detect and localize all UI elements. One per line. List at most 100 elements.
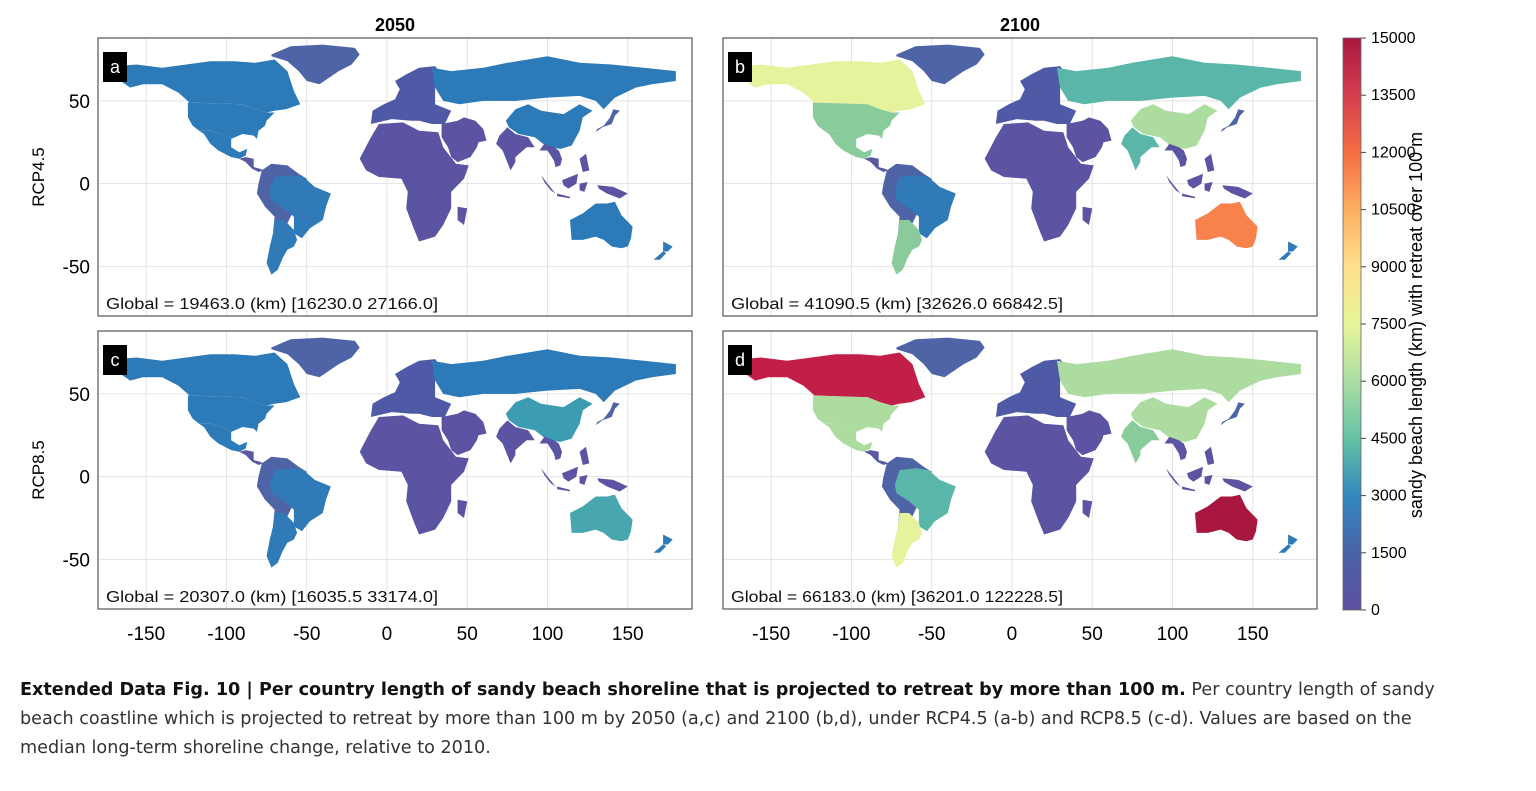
panel-letter-a: a: [110, 57, 121, 77]
x-tick-label: 50: [1082, 624, 1103, 645]
region-china: [505, 397, 593, 442]
y-tick-label: 50: [69, 385, 90, 406]
panel-frame: [97, 330, 693, 610]
colorbar-tick-label: 7500: [1371, 316, 1407, 333]
y-tick-label: -50: [63, 257, 90, 278]
region-se-asia: [1182, 193, 1195, 199]
panel-frame: [97, 37, 693, 317]
region-europe: [370, 66, 452, 124]
panel-letter-c: c: [111, 350, 120, 370]
region-na-can: [742, 59, 926, 113]
region-central-am: [239, 157, 264, 172]
row-label-rcp45: RCP4.5: [29, 147, 48, 207]
region-se-asia: [597, 185, 628, 199]
region-argentina: [266, 513, 298, 568]
region-brazil: [894, 175, 956, 239]
x-tick-label: 50: [457, 624, 478, 645]
region-australia: [1195, 494, 1258, 542]
region-europe: [995, 359, 1077, 417]
region-china: [1130, 397, 1218, 442]
region-nz: [653, 544, 667, 553]
region-se-asia: [557, 486, 570, 492]
region-china: [505, 104, 593, 149]
region-africa: [359, 122, 469, 242]
region-middle-east: [441, 410, 487, 456]
region-africa: [984, 415, 1094, 535]
global-total-b: Global = 41090.5 (km) [32626.0 66842.5]: [731, 296, 1063, 313]
region-greenland: [271, 44, 360, 85]
region-central-am: [864, 157, 889, 172]
region-se-asia: [579, 182, 588, 192]
x-tick-label: -100: [207, 624, 245, 645]
region-nz: [1288, 534, 1298, 545]
panel-letter-b: b: [735, 57, 745, 77]
x-tick-label: -150: [127, 624, 165, 645]
region-se-asia: [1187, 466, 1203, 482]
region-russia: [1056, 349, 1301, 403]
region-mexico: [199, 130, 248, 159]
global-total-c: Global = 20307.0 (km) [16035.5 33174.0]: [106, 589, 438, 606]
region-europe: [995, 66, 1077, 124]
x-tick-label: 0: [382, 624, 393, 645]
region-se-asia: [579, 153, 590, 172]
y-tick-label: 0: [79, 468, 90, 489]
caption-text: Per country length of sandy beach coastl…: [20, 680, 1435, 758]
region-se-asia: [1222, 478, 1253, 492]
region-se-asia: [539, 143, 562, 168]
colorbar-tick-label: 13500: [1371, 87, 1416, 104]
region-europe: [370, 359, 452, 417]
x-tick-label: -50: [293, 624, 320, 645]
region-se-asia: [1164, 436, 1187, 461]
colorbar-tick-label: 9000: [1371, 259, 1407, 276]
x-tick-label: 150: [1237, 624, 1269, 645]
column-title-2050: 2050: [375, 15, 415, 35]
region-japan: [595, 402, 620, 426]
region-nz: [663, 534, 673, 545]
region-usa: [812, 102, 900, 139]
figure-caption: Extended Data Fig. 10 | Per country leng…: [20, 676, 1460, 763]
colorbar-label: sandy beach length (km) with retreat ove…: [1406, 132, 1426, 518]
panel-letter-box: [728, 345, 752, 375]
region-nz: [1278, 251, 1292, 260]
map-panel-d: d Global = 66183.0 (km) [36201.0 122228.5…: [722, 330, 1318, 610]
region-greenland: [896, 44, 985, 85]
region-usa: [187, 102, 275, 139]
region-middle-east: [1066, 410, 1112, 456]
region-russia: [431, 56, 676, 110]
region-argentina: [266, 220, 298, 275]
colorbar-tick-label: 1500: [1371, 545, 1407, 562]
region-japan: [595, 109, 620, 133]
region-mexico: [199, 423, 248, 452]
region-se-asia: [579, 475, 588, 485]
panel-letter-box: [728, 52, 752, 82]
x-tick-label: 100: [1157, 624, 1189, 645]
region-india: [496, 420, 535, 464]
x-tick-label: -50: [918, 624, 945, 645]
colorbar-tick-label: 3000: [1371, 488, 1407, 505]
region-mexico: [824, 130, 873, 159]
region-argentina: [891, 513, 923, 568]
region-se-asia: [562, 173, 578, 189]
region-australia: [1195, 201, 1258, 249]
region-se-asia: [597, 478, 628, 492]
y-tick-label: 0: [79, 175, 90, 196]
colorbar-tick-label: 12000: [1371, 144, 1416, 161]
region-nz: [1288, 241, 1298, 252]
region-nz: [663, 241, 673, 252]
column-title-2100: 2100: [1000, 15, 1040, 35]
region-india: [496, 127, 535, 171]
region-se-asia: [557, 193, 570, 199]
panel-frame: [722, 330, 1318, 610]
region-se-asia: [1204, 446, 1215, 465]
region-middle-east: [1066, 117, 1112, 163]
region-central-am: [239, 450, 264, 465]
region-se-asia: [1204, 475, 1213, 485]
region-se-asia: [1204, 182, 1213, 192]
region-greenland: [271, 337, 360, 378]
region-brazil: [894, 468, 956, 532]
region-india: [1121, 127, 1160, 171]
panel-letter-box: [103, 52, 127, 82]
region-se-asia: [1182, 486, 1195, 492]
panel-letter-d: d: [735, 350, 745, 370]
region-japan: [1220, 402, 1245, 426]
